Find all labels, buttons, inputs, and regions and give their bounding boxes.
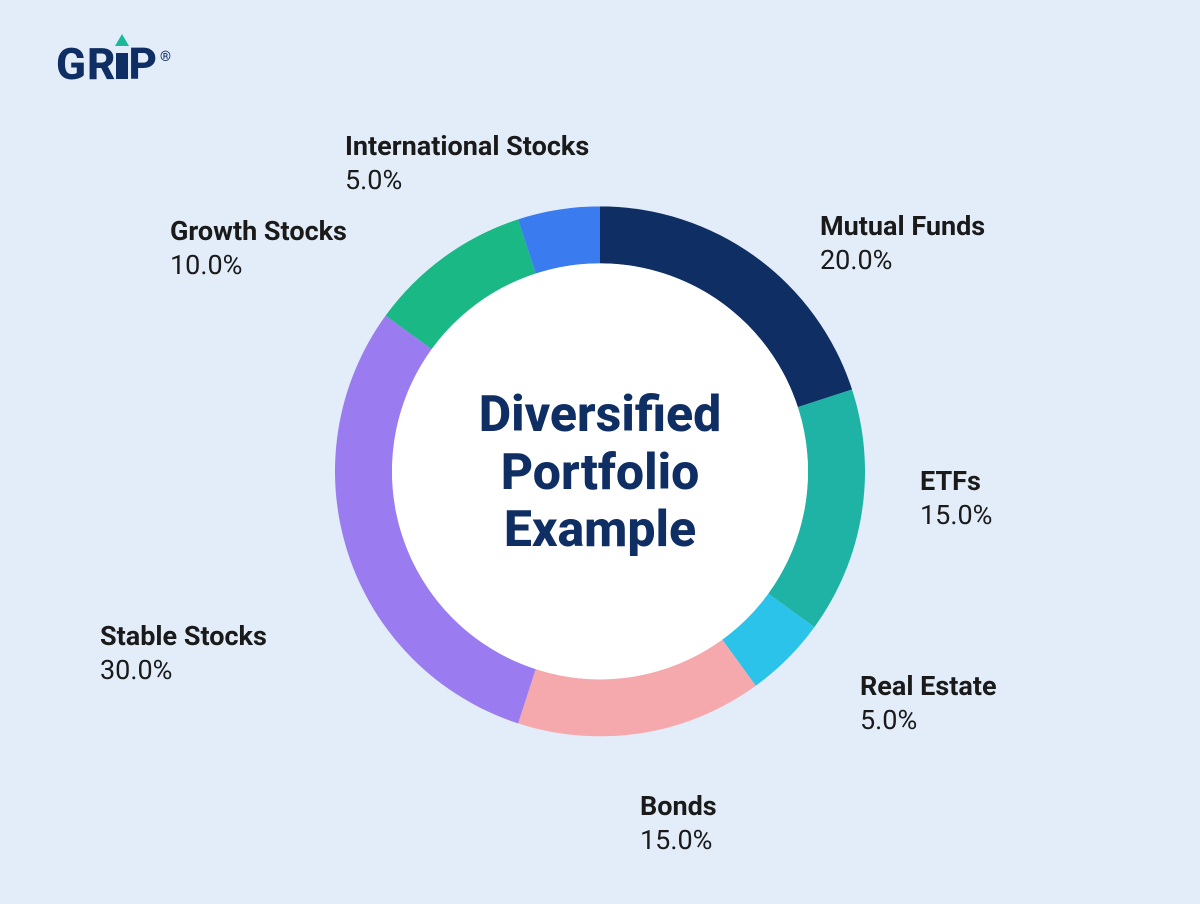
logo-letter-r: R <box>87 38 116 90</box>
donut-chart: Diversified Portfolio Example <box>335 206 865 740</box>
center-title-line-3: Example <box>479 502 721 560</box>
logo-accent-icon <box>115 34 129 46</box>
label-name: Real Estate <box>860 670 997 704</box>
label-pct: 30.0% <box>100 654 267 688</box>
brand-logo: G R P ® <box>56 38 172 90</box>
label-etfs: ETFs15.0% <box>920 465 992 533</box>
label-stable-stocks: Stable Stocks30.0% <box>100 620 267 688</box>
label-pct: 15.0% <box>640 824 717 858</box>
label-name: Bonds <box>640 790 717 824</box>
label-name: ETFs <box>920 465 992 499</box>
center-title-line-2: Portfolio <box>479 445 721 503</box>
logo-registered-icon: ® <box>160 49 172 65</box>
label-pct: 5.0% <box>345 164 589 198</box>
label-name: International Stocks <box>345 130 589 164</box>
logo-letter-g: G <box>56 38 87 90</box>
label-pct: 15.0% <box>920 499 992 533</box>
label-name: Mutual Funds <box>820 210 985 244</box>
logo-letter-i <box>116 38 128 90</box>
logo-letter-p: P <box>128 38 158 90</box>
center-title-line-1: Diversified <box>479 387 721 445</box>
logo-i-stem <box>116 49 128 79</box>
label-pct: 5.0% <box>860 704 997 738</box>
canvas: G R P ® Diversified Portfolio Example Mu… <box>0 0 1200 904</box>
label-name: Stable Stocks <box>100 620 267 654</box>
label-bonds: Bonds15.0% <box>640 790 717 858</box>
label-mutual-funds: Mutual Funds20.0% <box>820 210 985 278</box>
label-real-estate: Real Estate5.0% <box>860 670 997 738</box>
label-pct: 20.0% <box>820 244 985 278</box>
label-name: Growth Stocks <box>170 215 347 249</box>
chart-center-title: Diversified Portfolio Example <box>479 387 721 560</box>
label-pct: 10.0% <box>170 249 347 283</box>
label-growth-stocks: Growth Stocks10.0% <box>170 215 347 283</box>
label-international-stocks: International Stocks5.0% <box>345 130 589 198</box>
